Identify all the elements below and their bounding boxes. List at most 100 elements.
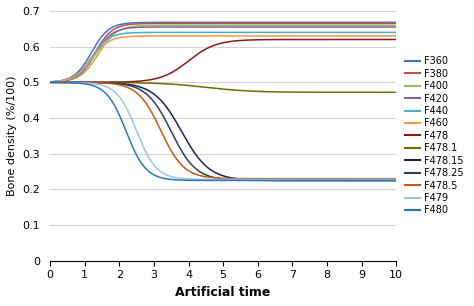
F478.5 bbox=[187, 170, 193, 174]
F478.15 bbox=[82, 80, 88, 84]
F440 bbox=[187, 31, 193, 34]
F478.1 bbox=[187, 84, 193, 88]
F480 bbox=[200, 179, 205, 182]
F440 bbox=[47, 80, 53, 84]
F380 bbox=[393, 22, 399, 25]
F420 bbox=[393, 25, 399, 29]
F460 bbox=[187, 34, 193, 38]
F478.1 bbox=[82, 80, 88, 84]
F460 bbox=[200, 34, 205, 38]
F460 bbox=[317, 34, 323, 38]
F478.25 bbox=[200, 171, 205, 175]
F360 bbox=[82, 61, 88, 65]
F400 bbox=[317, 23, 323, 27]
F440 bbox=[285, 31, 291, 34]
Line: F400: F400 bbox=[50, 25, 396, 82]
F479 bbox=[323, 177, 329, 181]
F460 bbox=[385, 34, 391, 38]
Line: F440: F440 bbox=[50, 32, 396, 82]
F478.5 bbox=[47, 80, 53, 84]
F480 bbox=[323, 179, 329, 182]
F360 bbox=[388, 21, 393, 24]
F478.1 bbox=[323, 91, 329, 94]
F478 bbox=[47, 80, 53, 84]
F478.15 bbox=[200, 161, 205, 165]
F479 bbox=[82, 81, 88, 85]
F478 bbox=[200, 49, 205, 53]
F400 bbox=[393, 23, 399, 27]
F460 bbox=[82, 65, 88, 69]
F479 bbox=[187, 177, 193, 181]
F478.5 bbox=[317, 177, 323, 181]
F478 bbox=[317, 38, 323, 41]
Line: F480: F480 bbox=[50, 82, 396, 181]
F380 bbox=[285, 22, 291, 25]
F360 bbox=[285, 21, 291, 24]
Line: F420: F420 bbox=[50, 27, 396, 82]
F478.15 bbox=[285, 179, 291, 182]
Line: F460: F460 bbox=[50, 36, 396, 82]
Line: F380: F380 bbox=[50, 24, 396, 82]
Line: F360: F360 bbox=[50, 22, 396, 82]
F480 bbox=[393, 179, 399, 182]
F478.5 bbox=[200, 174, 205, 178]
F478.25 bbox=[317, 179, 323, 182]
Y-axis label: Bone density (%/100): Bone density (%/100) bbox=[7, 76, 17, 196]
F478 bbox=[323, 38, 329, 41]
F420 bbox=[285, 25, 291, 29]
F360 bbox=[317, 21, 323, 24]
F480 bbox=[187, 178, 193, 182]
F479 bbox=[285, 177, 291, 181]
F460 bbox=[285, 34, 291, 38]
F420 bbox=[200, 25, 205, 29]
F478.1 bbox=[317, 90, 323, 94]
F400 bbox=[285, 23, 291, 27]
Legend: F360, F380, F400, F420, F440, F460, F478, F478.1, F478.15, F478.25, F478.5, F479: F360, F380, F400, F420, F440, F460, F478… bbox=[401, 52, 467, 219]
Line: F479: F479 bbox=[50, 82, 396, 179]
F380 bbox=[82, 66, 88, 70]
Line: F478.1: F478.1 bbox=[50, 82, 396, 92]
F478.25 bbox=[393, 179, 399, 182]
F480 bbox=[47, 80, 53, 84]
F479 bbox=[47, 80, 53, 84]
F400 bbox=[82, 69, 88, 73]
Line: F478: F478 bbox=[50, 39, 396, 82]
F479 bbox=[317, 177, 323, 181]
F478 bbox=[187, 58, 193, 62]
F360 bbox=[323, 21, 329, 24]
F420 bbox=[47, 80, 53, 84]
X-axis label: Artificial time: Artificial time bbox=[175, 286, 271, 299]
F440 bbox=[393, 31, 399, 34]
F480 bbox=[285, 179, 291, 182]
F440 bbox=[323, 31, 329, 34]
F478 bbox=[393, 38, 399, 41]
F360 bbox=[47, 80, 53, 84]
F420 bbox=[317, 25, 323, 29]
F420 bbox=[187, 25, 193, 29]
F380 bbox=[200, 22, 205, 25]
F440 bbox=[200, 31, 205, 34]
F400 bbox=[393, 23, 399, 27]
F478.25 bbox=[82, 80, 88, 84]
F420 bbox=[392, 25, 397, 29]
F478.15 bbox=[187, 144, 193, 148]
F478.1 bbox=[393, 91, 399, 94]
F380 bbox=[323, 22, 329, 25]
F478.1 bbox=[285, 90, 291, 94]
F400 bbox=[200, 23, 205, 27]
F460 bbox=[393, 34, 399, 38]
F478.1 bbox=[200, 85, 205, 89]
F479 bbox=[393, 177, 399, 181]
F478.15 bbox=[47, 80, 53, 84]
F380 bbox=[317, 22, 323, 25]
F360 bbox=[187, 21, 193, 24]
F380 bbox=[187, 22, 193, 25]
F478.5 bbox=[285, 177, 291, 181]
F460 bbox=[47, 80, 53, 84]
F479 bbox=[200, 177, 205, 181]
F400 bbox=[323, 23, 329, 27]
F478.15 bbox=[317, 179, 323, 182]
F478.1 bbox=[47, 80, 53, 84]
F460 bbox=[323, 34, 329, 38]
F478.25 bbox=[47, 80, 53, 84]
